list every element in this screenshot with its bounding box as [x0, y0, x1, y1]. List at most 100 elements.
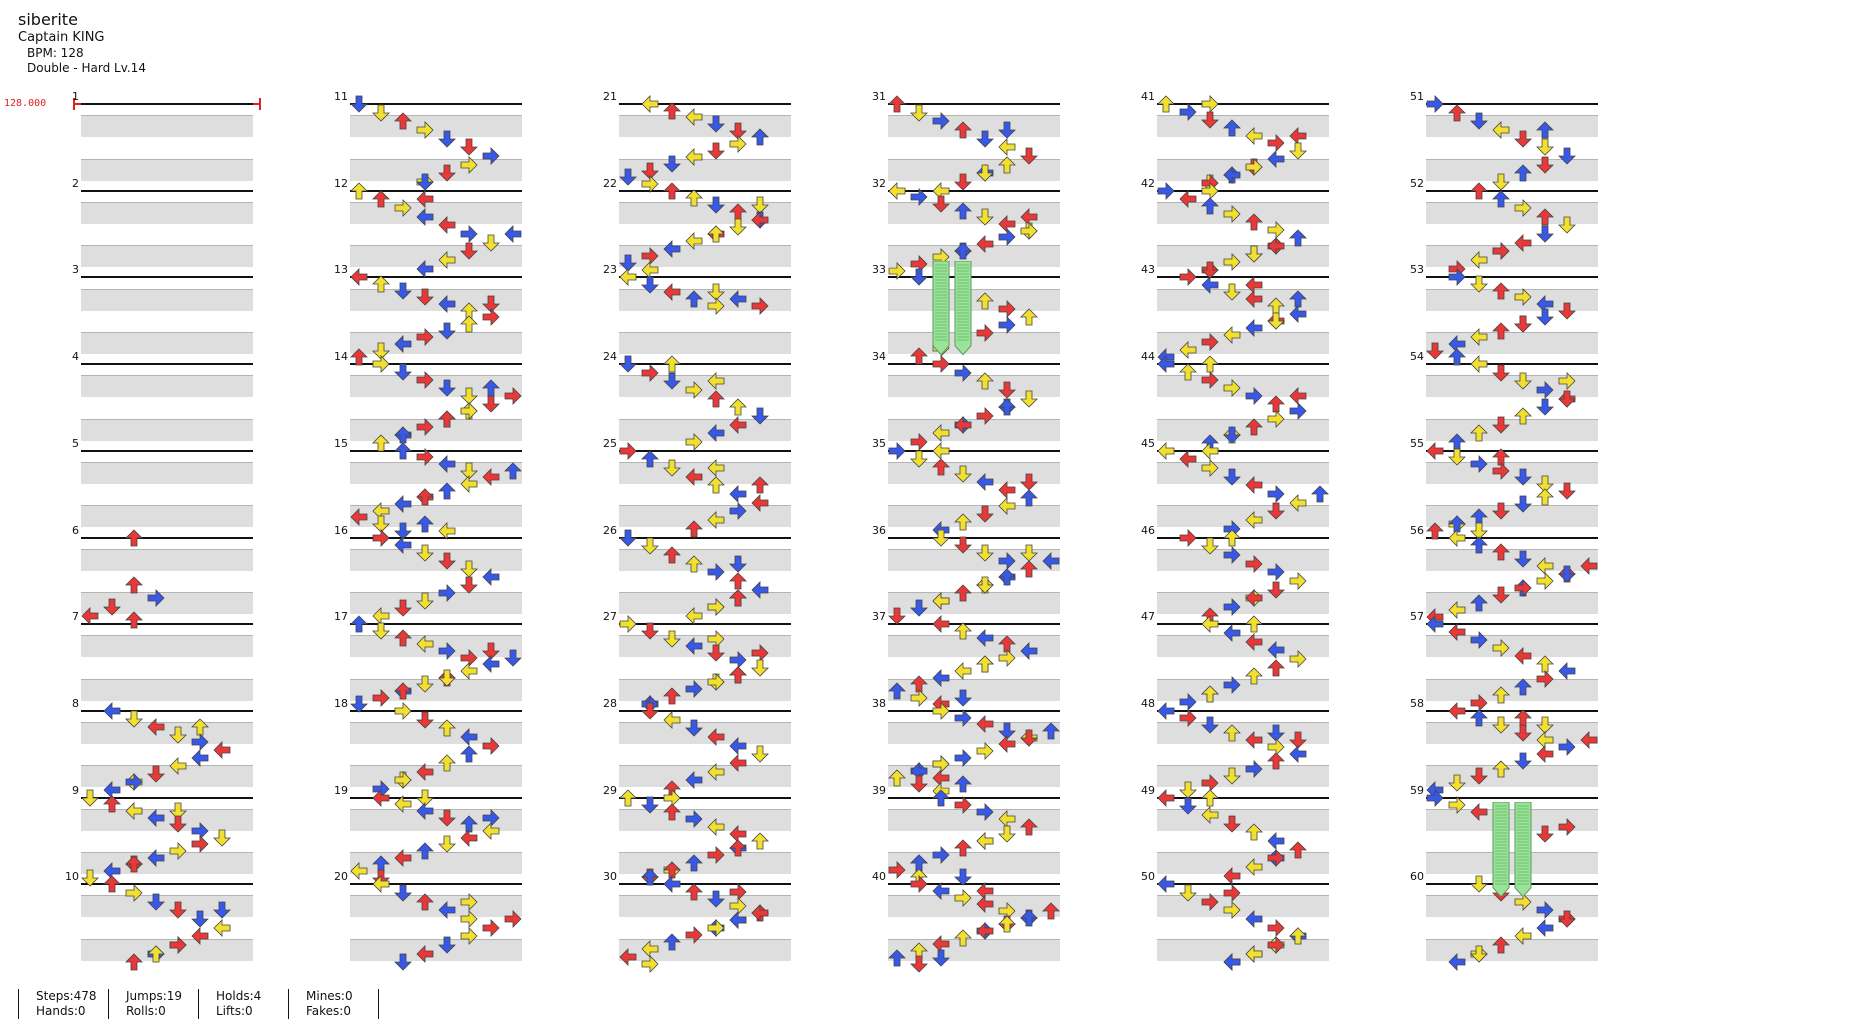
bpm-change-marker: 128.000 [4, 98, 47, 109]
beat-stripe [81, 765, 253, 788]
measure-line [619, 276, 791, 279]
measure-number: 28 [603, 696, 617, 710]
step-arrow-down [1536, 156, 1554, 174]
beat-stripe [619, 765, 791, 788]
step-arrow-right [482, 918, 500, 937]
step-arrow-up [1201, 197, 1219, 215]
measure-line [350, 276, 522, 279]
step-arrow-up [1492, 686, 1510, 704]
step-arrow-right [685, 810, 703, 829]
step-arrow-left [1448, 528, 1466, 547]
beat-stripe [81, 375, 253, 398]
step-arrow-left [147, 717, 165, 736]
stats-group-jumps: Jumps:19 Rolls:0 [108, 989, 182, 1019]
step-arrow-left [394, 848, 412, 867]
stat-steps: Steps:478 [36, 989, 97, 1003]
beat-stripe [350, 201, 522, 224]
step-arrow-down [932, 949, 950, 967]
step-arrow-down [1514, 752, 1532, 771]
measure-number: 51 [1410, 90, 1424, 103]
step-arrow-up [1042, 902, 1060, 920]
measure-number: 22 [603, 176, 617, 190]
beat-stripe [619, 245, 791, 268]
beat-stripe [1157, 938, 1329, 961]
step-arrow-right [460, 892, 478, 911]
step-arrow-up [976, 292, 994, 310]
step-arrow-right [998, 648, 1016, 667]
beat-stripe [619, 418, 791, 441]
step-arrow-left [998, 735, 1016, 754]
chart-column-6: 51 52 53 54 55 56 57 58 59 60 [1410, 0, 1598, 980]
step-arrow-down [169, 802, 187, 820]
step-arrow-left [191, 749, 209, 768]
measure-number: 13 [334, 263, 348, 277]
step-arrow-left [1289, 126, 1307, 145]
measure-number: 21 [603, 90, 617, 103]
measure-line [619, 189, 791, 192]
step-arrow-right [641, 175, 659, 193]
step-arrow-left [1245, 944, 1263, 963]
measure-number: 3 [72, 263, 79, 277]
step-arrow-up [641, 450, 659, 468]
step-arrow-up [707, 390, 725, 408]
step-arrow-left [147, 848, 165, 867]
measure-number: 45 [1141, 436, 1155, 450]
step-arrow-left [1245, 632, 1263, 651]
measure-number: 1 [72, 90, 79, 103]
measure-line [888, 536, 1060, 539]
step-arrow-up [1157, 95, 1175, 113]
step-arrow-up [663, 182, 681, 200]
step-arrow-down [707, 283, 725, 301]
step-arrow-left [976, 831, 994, 850]
step-arrow-right [1267, 134, 1285, 153]
step-arrow-up [1201, 684, 1219, 703]
step-arrow-left [976, 715, 994, 734]
beat-stripe [619, 201, 791, 224]
step-arrow-down [707, 115, 725, 133]
step-arrow-down [1514, 315, 1532, 333]
step-arrow-up [438, 754, 456, 772]
step-arrow-left [1245, 319, 1263, 337]
measure-number: 31 [872, 90, 886, 103]
step-arrow-down [372, 515, 390, 533]
step-arrow-left [1536, 918, 1554, 937]
step-arrow-down [641, 276, 659, 294]
measure-line [888, 363, 1060, 366]
step-arrow-right [1245, 759, 1263, 778]
beat-stripe [350, 852, 522, 875]
step-arrow-left [1042, 552, 1060, 571]
step-arrow-up [1020, 560, 1038, 578]
step-arrow-down [1020, 544, 1038, 562]
step-arrow-up [707, 476, 725, 494]
measure-line [1157, 363, 1329, 366]
beat-stripe [81, 592, 253, 615]
step-arrow-down [910, 450, 928, 468]
step-arrow-left [729, 415, 747, 434]
beat-stripe [81, 158, 253, 181]
measure-line [1426, 363, 1598, 366]
step-arrow-right [1223, 378, 1241, 397]
stat-fakes: Fakes:0 [306, 1004, 351, 1018]
step-arrow-up [663, 546, 681, 564]
step-arrow-down [1536, 138, 1554, 156]
step-arrow-left [1267, 150, 1285, 169]
measure-number: 44 [1141, 350, 1155, 364]
measure-number: 39 [872, 783, 886, 797]
step-arrow-left [416, 762, 434, 781]
step-arrow-right [1223, 205, 1241, 224]
beat-stripe [888, 375, 1060, 398]
beat-stripe [350, 245, 522, 268]
beat-stripe [619, 895, 791, 918]
step-arrow-down [1223, 815, 1241, 833]
beat-stripe [81, 288, 253, 311]
step-arrow-left [1267, 641, 1285, 660]
step-arrow-left [482, 655, 500, 674]
beat-stripe [1157, 895, 1329, 918]
measure-number: 54 [1410, 350, 1424, 364]
step-arrow-right [1020, 221, 1038, 240]
step-arrow-right [1267, 410, 1285, 429]
measure-number: 52 [1410, 176, 1424, 190]
beat-stripe [888, 808, 1060, 831]
step-arrow-up [1470, 593, 1488, 612]
measure-line [350, 623, 522, 626]
